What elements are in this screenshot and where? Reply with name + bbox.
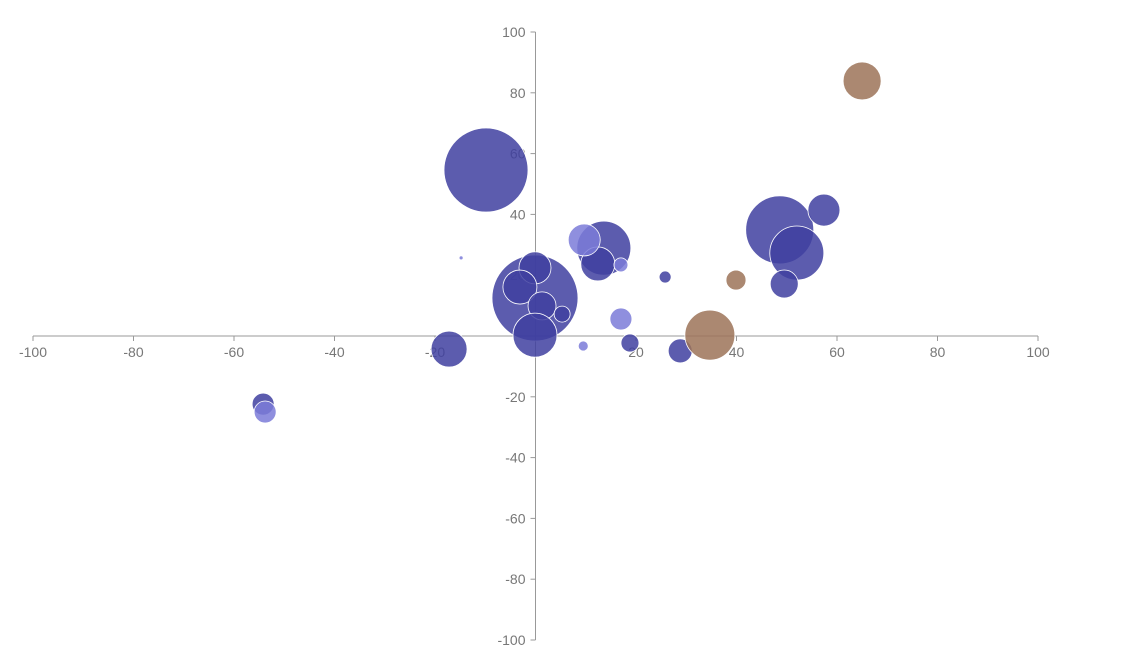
y-tick-label: 100 [502, 24, 526, 40]
y-tick-label: -80 [505, 571, 525, 587]
x-tick-label: 40 [729, 344, 745, 360]
bubble [443, 127, 529, 213]
x-tick-label: -80 [123, 344, 143, 360]
x-tick-label: 80 [930, 344, 946, 360]
bubble [567, 223, 601, 257]
bubble [430, 330, 468, 368]
bubble [609, 307, 633, 331]
bubble [512, 312, 558, 358]
x-tick-label: 100 [1026, 344, 1050, 360]
bubble [620, 333, 640, 353]
y-tick-label: -100 [497, 632, 525, 648]
y-tick-label: -20 [505, 389, 525, 405]
bubble [684, 309, 736, 361]
y-tick-label: 40 [510, 206, 526, 222]
bubble [658, 270, 672, 284]
y-tick-label: -60 [505, 510, 525, 526]
bubble [725, 269, 747, 291]
bubble [553, 305, 571, 323]
bubble [613, 257, 629, 273]
bubble [842, 61, 882, 101]
bubble [458, 255, 464, 261]
bubble [807, 193, 841, 227]
x-tick-label: -60 [224, 344, 244, 360]
x-tick-label: 60 [829, 344, 845, 360]
bubble [577, 340, 589, 352]
x-tick-label: -100 [19, 344, 47, 360]
bubble [769, 269, 799, 299]
x-tick-label: -40 [324, 344, 344, 360]
y-tick-label: -40 [505, 450, 525, 466]
bubble [253, 400, 277, 424]
bubble [502, 269, 538, 305]
y-tick-label: 80 [510, 85, 526, 101]
